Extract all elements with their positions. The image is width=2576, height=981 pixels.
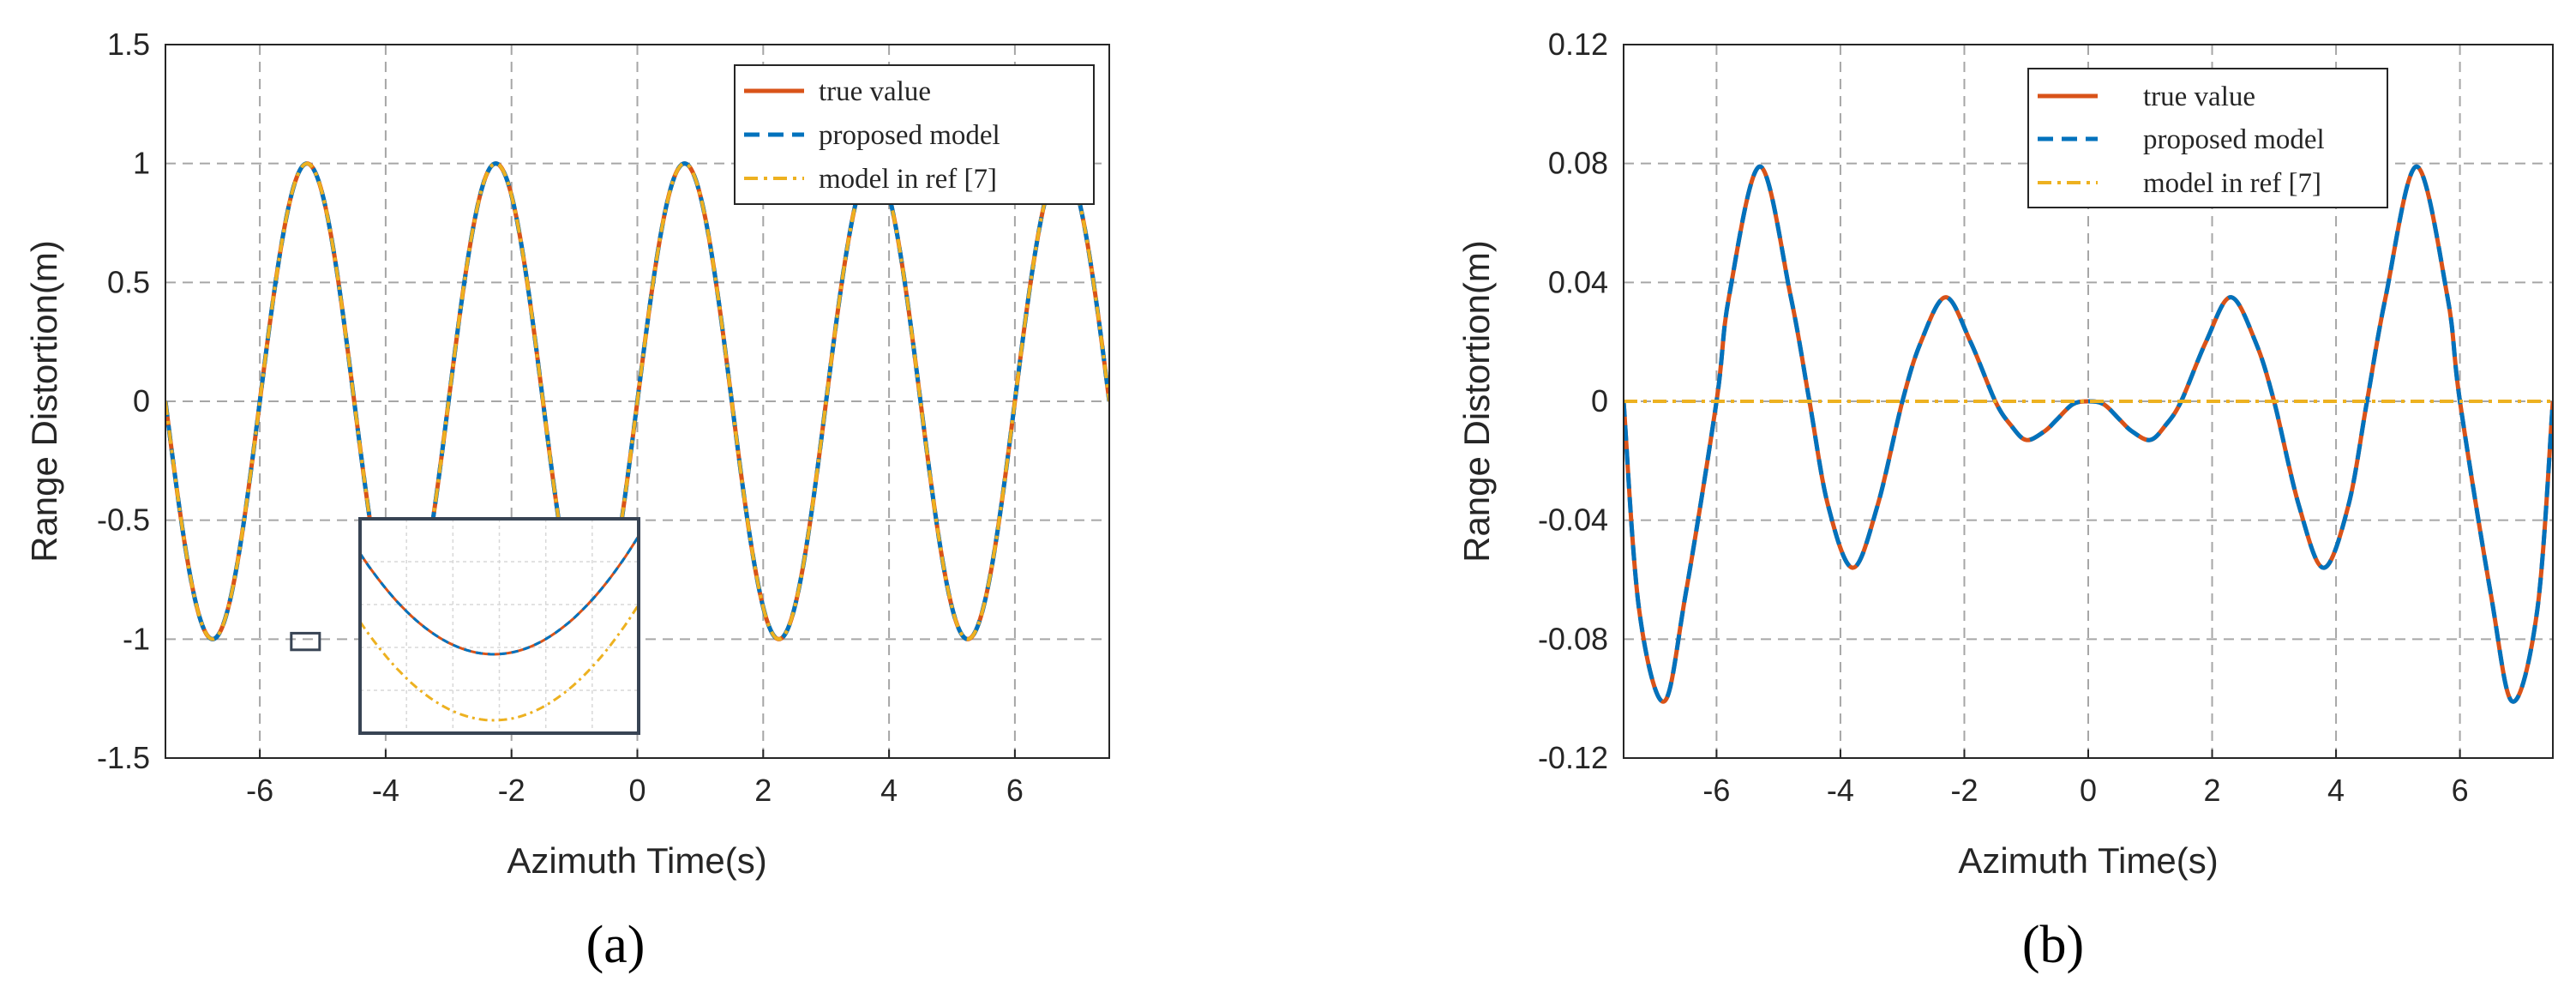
series-line-2 <box>165 161 1109 641</box>
x-axis-label-b: Azimuth Time(s) <box>1958 840 2218 881</box>
legend-label-model-ref: model in ref [7] <box>819 164 997 195</box>
x-tick-label: -6 <box>246 773 273 808</box>
x-tick-label: 6 <box>1006 773 1024 808</box>
y-tick-label: 1 <box>133 146 150 181</box>
x-tick-label: 4 <box>880 773 898 808</box>
x-tick-label: -2 <box>1950 773 1978 808</box>
y-tick-label: -1 <box>123 621 150 656</box>
plot-lines-b <box>1624 164 2553 704</box>
y-tick-label: 0 <box>133 383 150 418</box>
y-tick-label: 1.5 <box>107 27 150 62</box>
y-tick-labels-a: -1.5 -1 -0.5 0 0.5 1 1.5 <box>97 27 150 775</box>
legend-label-model-ref: model in ref [7] <box>2143 168 2321 199</box>
zoom-marker-box <box>290 631 321 652</box>
inset-frame <box>358 517 640 735</box>
legend-b: true value proposed model model in ref [… <box>2027 68 2388 208</box>
y-tick-label: 0 <box>1591 383 1608 418</box>
inset-zoom-plot <box>358 517 640 735</box>
inset-background <box>360 519 639 733</box>
y-tick-label: 0.5 <box>107 264 150 299</box>
legend-label-proposed-model: proposed model <box>2143 124 2325 155</box>
y-tick-label: -0.5 <box>97 503 150 538</box>
legend-label-true-value: true value <box>819 76 931 107</box>
y-tick-label: -0.04 <box>1538 503 1608 538</box>
inset-proposed-model-line <box>360 535 639 656</box>
x-tick-label: 6 <box>2452 773 2469 808</box>
legend-label-true-value: true value <box>2143 81 2255 112</box>
y-tick-label: -1.5 <box>97 740 150 775</box>
y-tick-label: -0.12 <box>1538 740 1608 775</box>
legend-label-proposed-model: proposed model <box>819 120 1000 151</box>
axes-box-a <box>165 44 1110 759</box>
chart-panel-a: -6 -4 -2 0 2 4 6 -1.5 -1 -0.5 0 0.5 1 1.5 true value… <box>24 27 1110 974</box>
panel-label-b: (b) <box>2022 916 2084 974</box>
x-axis-label-a: Azimuth Time(s) <box>507 840 766 881</box>
chart-panel-b: -6 -4 -2 0 2 4 6 -0.12-0.08-0.0400.040.080.12 … <box>1456 27 2554 974</box>
x-tick-label: -2 <box>498 773 525 808</box>
inset-model-ref-line <box>360 604 639 722</box>
legend-a: true value proposed model model in ref [… <box>734 64 1095 205</box>
y-tick-label: 0.04 <box>1548 264 1608 299</box>
y-tick-labels-b: -0.12 -0.08 -0.04 0 0.04 0.08 0.12 <box>1538 27 1608 775</box>
x-tick-label: 0 <box>2080 773 2097 808</box>
panel-label-a: (a) <box>586 916 646 974</box>
x-tick-label: 2 <box>754 773 772 808</box>
y-tick-label: 0.08 <box>1548 146 1608 181</box>
series-line-1 <box>1624 164 2553 704</box>
x-tick-labels-a: -6 -4 -2 0 2 4 6 <box>246 773 1024 808</box>
axes-box-b <box>1623 44 2554 759</box>
y-tick-label: -0.08 <box>1538 621 1608 656</box>
x-tick-label: 0 <box>628 773 646 808</box>
plot-lines-a <box>165 161 1109 641</box>
x-tick-label: -4 <box>1827 773 1854 808</box>
x-tick-labels-b: -6 -4 -2 0 2 4 6 <box>1702 773 2468 808</box>
x-tick-label: -4 <box>372 773 399 808</box>
x-tick-label: -6 <box>1702 773 1730 808</box>
y-tick-label: 0.12 <box>1548 27 1608 62</box>
x-tick-label: 4 <box>2327 773 2345 808</box>
x-tick-label: 2 <box>2204 773 2221 808</box>
y-axis-label-a: Range Distortion(m) <box>24 240 64 563</box>
y-axis-label-b: Range Distortion(m) <box>1456 240 1497 563</box>
